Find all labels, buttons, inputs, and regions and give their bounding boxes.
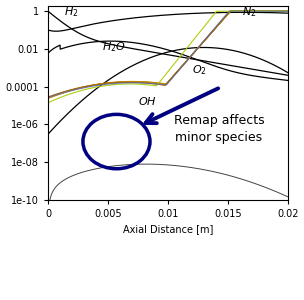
Text: $OH$: $OH$: [138, 95, 157, 107]
Text: $H_2$: $H_2$: [64, 5, 78, 19]
X-axis label: Axial Distance [m]: Axial Distance [m]: [123, 224, 213, 234]
Text: $O_2$: $O_2$: [192, 63, 207, 76]
Text: $N_2$: $N_2$: [242, 5, 257, 19]
Text: $H_2O$: $H_2O$: [102, 40, 126, 54]
Text: Remap affects
minor species: Remap affects minor species: [174, 114, 264, 144]
